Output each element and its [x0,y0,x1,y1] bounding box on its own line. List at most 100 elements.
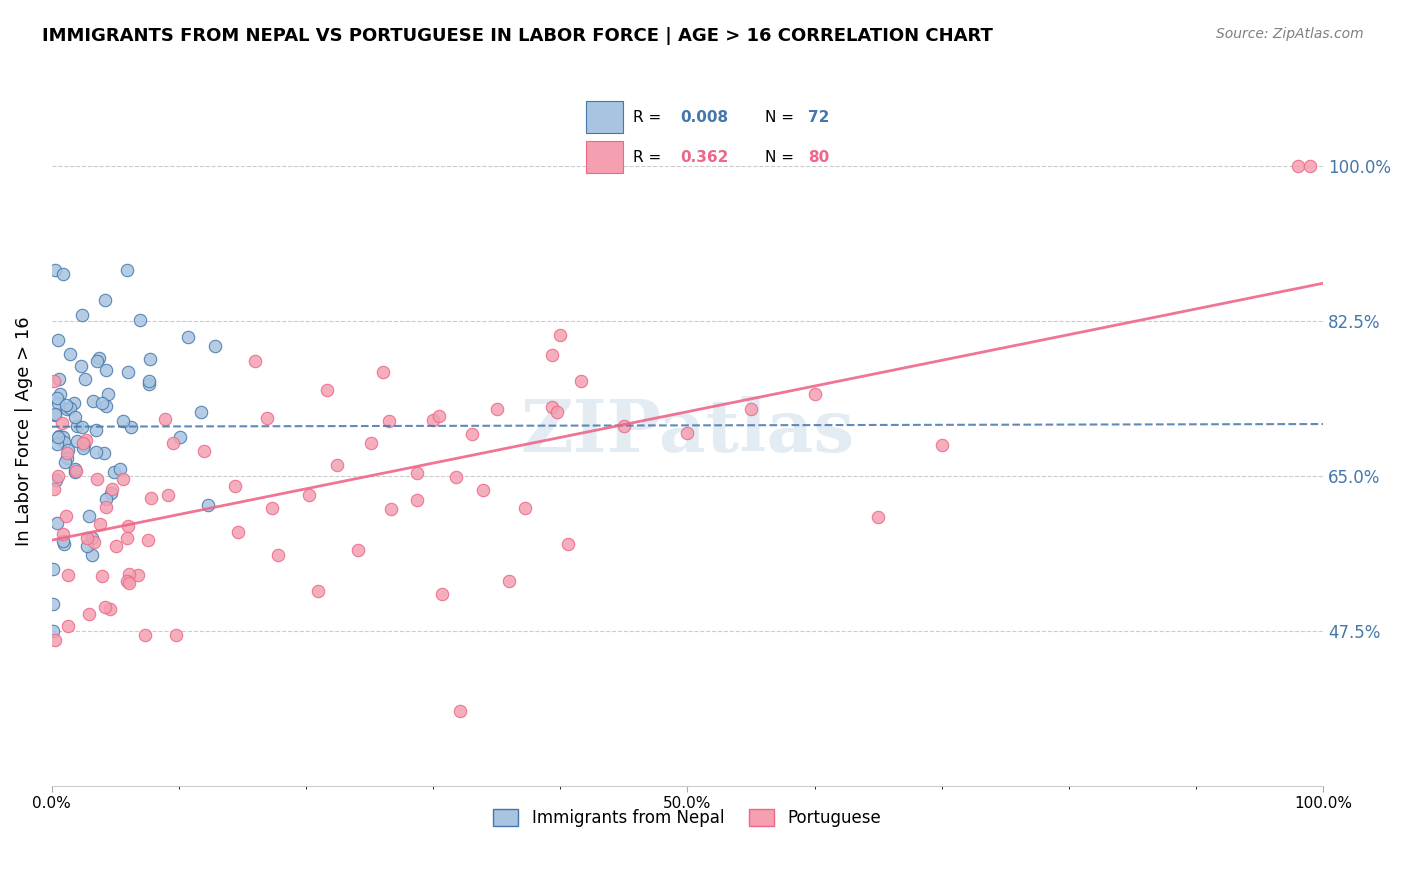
Point [48,333,70,347]
Point [162,435,184,450]
Point [42,562,65,576]
Point [117,519,139,533]
Point [127,568,149,582]
Point [56,619,79,633]
Point [63,465,86,479]
Point [256,411,278,425]
Point [117,575,139,590]
Point [461,427,484,442]
Point [53,435,76,450]
Point [298,488,321,502]
Point [75,371,97,385]
Point [80,548,103,562]
Point [111,472,134,486]
Point [52,533,75,548]
Point [444,469,467,483]
Point [94,363,117,377]
Point [169,429,191,443]
Point [56,442,79,457]
Point [931,438,953,452]
Point [86,445,108,459]
Text: ZIPatlas: ZIPatlas [520,396,855,467]
Point [45,473,67,487]
Point [224,479,246,493]
Point [485,402,508,417]
Point [115,531,138,545]
Point [55,398,77,412]
Point [44,407,66,421]
Point [197,498,219,512]
Point [613,418,636,433]
Point [46,516,69,530]
Point [70,359,93,373]
Point [77,607,100,621]
Point [103,465,125,479]
Point [267,548,290,562]
Point [55,508,77,523]
Point [177,330,200,344]
Point [94,293,117,307]
Point [56,567,79,582]
Point [42,483,65,497]
Point [569,374,592,388]
Point [66,434,89,449]
Point [46,396,69,410]
Point [91,396,114,410]
Point [62,396,84,410]
Point [65,418,87,433]
Point [422,413,444,427]
Point [42,374,65,388]
Point [868,509,890,524]
Point [406,493,429,508]
Point [139,352,162,367]
Point [98,601,121,615]
Point [86,354,108,368]
Point [45,392,67,406]
Point [48,429,70,443]
Point [82,531,104,545]
Point [53,455,76,469]
Point [55,402,77,417]
Point [307,584,329,599]
Point [129,313,152,327]
Point [138,375,160,389]
Point [52,527,75,541]
Point [55,445,77,459]
Point [471,483,494,497]
Point [96,500,118,514]
Point [63,410,86,425]
Point [72,419,94,434]
Point [515,500,537,515]
Point [115,574,138,588]
Point [111,414,134,428]
Point [63,462,86,476]
Point [59,401,82,415]
Point [557,537,579,551]
Point [87,351,110,365]
Point [83,535,105,549]
Point [86,472,108,486]
Point [76,531,98,545]
Point [550,328,572,343]
Point [193,444,215,458]
Point [360,436,382,450]
Point [44,633,66,648]
Point [346,543,368,558]
Point [427,409,450,424]
Point [380,501,402,516]
Point [65,464,87,478]
Point [326,458,349,472]
Point [100,482,122,496]
Point [541,400,564,414]
Point [100,485,122,500]
Point [153,412,176,426]
Point [204,339,226,353]
Point [108,461,131,475]
Point [115,263,138,277]
Point [42,624,65,638]
Point [546,404,568,418]
Point [94,600,117,615]
Point [49,387,72,401]
Point [44,409,66,423]
Point [139,491,162,505]
